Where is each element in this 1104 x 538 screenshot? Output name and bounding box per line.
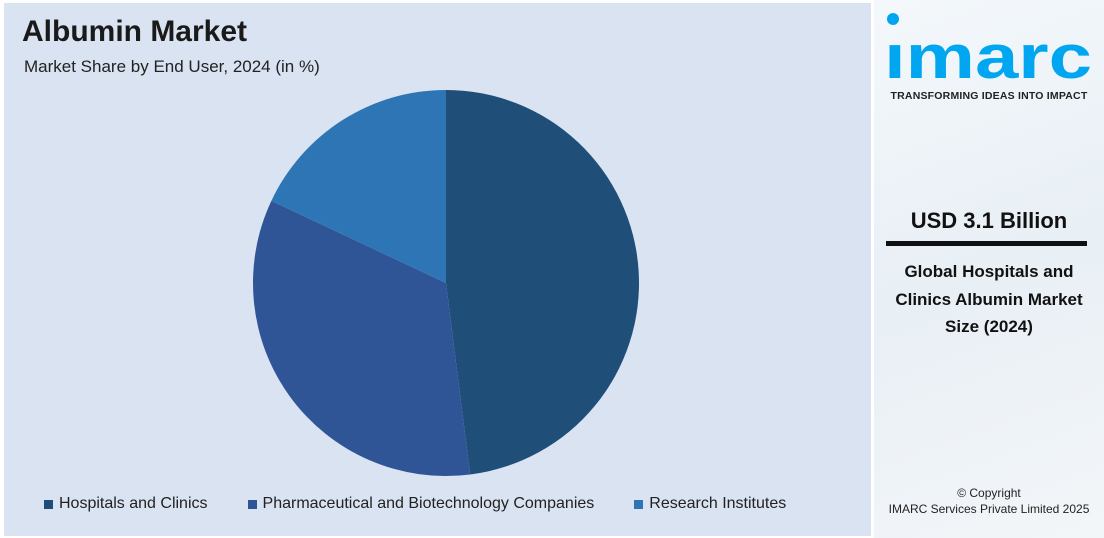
legend-swatch [634,499,644,509]
legend-label: Research Institutes [649,495,787,512]
legend: Hospitals and Clinics Pharmaceutical and … [44,495,786,513]
svg-text:ımarc: ımarc [884,23,1092,80]
legend-swatch [44,499,53,509]
pie-slice-hospitals-and-clinics [446,90,640,475]
chart-panel: Albumin Market Market Share by End User,… [4,3,871,536]
legend-item: Research Institutes [634,495,786,513]
chart-title: Albumin Market [22,15,248,48]
legend-swatch [247,499,257,509]
tagline: TRANSFORMING IDEAS INTO IMPACT [890,90,1088,102]
legend-item: Pharmaceutical and Biotechnology Compani… [247,495,595,513]
info-panel: ımarc TRANSFORMING IDEAS INTO IMPACT USD… [874,0,1104,538]
legend-item: Hospitals and Clinics [44,495,208,513]
copyright-line: © Copyright [957,486,1021,500]
legend-label: Hospitals and Clinics [59,495,208,512]
pie-slice-research-institutes [271,89,446,283]
market-description: Global Hospitals and Clinics Albumin Mar… [895,262,1083,336]
market-value: USD 3.1 Billion [910,208,1068,233]
pie-chart [253,89,640,477]
divider [886,241,1087,246]
imarc-logo: ımarc [884,13,1092,80]
pie-slice-pharmaceutical-and-biotechnology-companies [253,200,471,477]
chart-subtitle: Market Share by End User, 2024 (in %) [24,57,320,76]
copyright: © Copyright IMARC Services Private Limit… [874,485,1104,517]
copyright-owner: IMARC Services Private Limited 2025 [888,502,1090,516]
legend-label: Pharmaceutical and Biotechnology Compani… [262,495,595,512]
